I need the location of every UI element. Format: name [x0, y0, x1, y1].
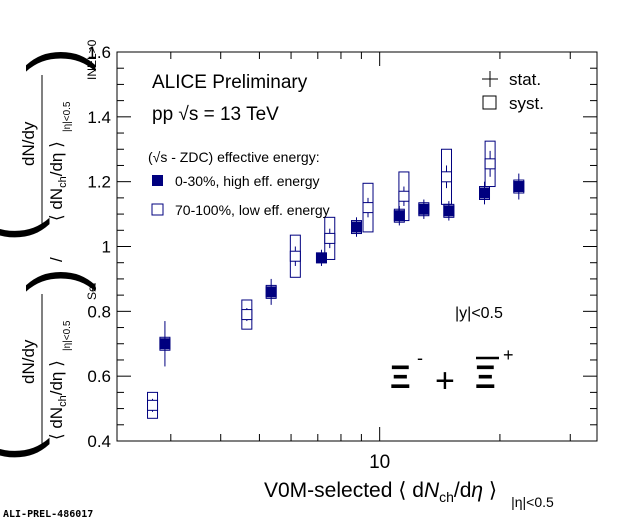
legend: 0-30%, high eff. energy 70-100%, low eff…	[151, 173, 330, 218]
point-low	[398, 190, 410, 202]
experiment-label: ALICE Preliminary	[152, 72, 308, 93]
y-eta-sub-sel: |η|<0.5	[62, 320, 73, 351]
data-marks	[147, 140, 525, 419]
point-high	[513, 181, 525, 193]
point-low	[441, 171, 453, 183]
y-inel-sub: INEL>0	[85, 39, 99, 80]
point-high	[351, 221, 363, 233]
selection-header: (√s - ZDC) effective energy:	[148, 149, 320, 165]
point-low	[289, 250, 301, 262]
point-high	[159, 338, 171, 350]
y-axis-title: ( dN/dy ⟨ dNch/dη ⟩ |η|<0.5 ) Sel / ( dN…	[0, 39, 99, 462]
point-low	[324, 232, 336, 244]
point-high	[443, 205, 455, 217]
x-tick-label: 10	[369, 452, 390, 473]
particle-plus-sign: +	[503, 345, 514, 365]
particle-minus-sign: -	[417, 348, 423, 368]
y-dnch-sel: ⟨ dNch/dη ⟩	[47, 360, 69, 440]
point-high	[479, 187, 491, 199]
y-tick-label: 1	[102, 238, 111, 257]
legend-marker-low	[151, 203, 164, 216]
point-low	[241, 309, 253, 321]
y-tick-label: 0.8	[87, 302, 111, 321]
particle-plus: +	[435, 362, 455, 400]
y-sel-sub: Sel	[85, 283, 99, 300]
legend-marker-high	[152, 175, 163, 186]
point-high	[418, 203, 430, 215]
y-tick-label: 1.6	[87, 43, 111, 62]
point-low	[484, 158, 496, 170]
x-axis-title: V0M-selected ⟨ dNch/dη ⟩ |η|<0.5	[264, 479, 554, 510]
legend-label-high: 0-30%, high eff. energy	[175, 173, 320, 189]
footer-label: ALI-PREL-486017	[3, 509, 93, 520]
system-label: pp √s = 13 TeV	[152, 104, 279, 125]
legend-label-low: 70-100%, low eff. energy	[175, 202, 330, 218]
y-tick-label: 1.4	[87, 108, 111, 127]
point-high	[315, 252, 327, 264]
point-low	[362, 202, 374, 214]
error-legend: stat. syst.	[482, 70, 544, 113]
y-paren-close-left: )	[13, 267, 96, 292]
y-slash: /	[47, 257, 66, 262]
rapidity-label: |y|<0.5	[455, 305, 503, 322]
y-axis: 0.4 0.6 0.8 1 1.2 1.4 1.6	[87, 43, 597, 451]
y-eta-sub-inel: |η|<0.5	[62, 101, 73, 132]
y-dndy-sel: dN/dy	[19, 339, 38, 384]
stat-label: stat.	[509, 70, 541, 89]
y-dndy-inel: dN/dy	[19, 121, 38, 166]
y-tick-label: 0.4	[87, 432, 111, 451]
syst-marker	[482, 95, 497, 110]
y-tick-label: 0.6	[87, 367, 111, 386]
particle-label: Ξ - + Ξ +	[390, 345, 514, 400]
syst-label: syst.	[509, 94, 544, 113]
particle-xi-minus: Ξ	[390, 359, 411, 395]
x-axis: 10	[170, 52, 571, 473]
y-tick-label: 1.2	[87, 173, 111, 192]
point-high	[265, 286, 277, 298]
particle-xi-bar: Ξ	[475, 359, 496, 395]
y-paren-close-right: )	[13, 47, 96, 72]
y-dnch-inel: ⟨ dNch/dη ⟩	[47, 141, 69, 221]
point-low	[147, 399, 159, 411]
